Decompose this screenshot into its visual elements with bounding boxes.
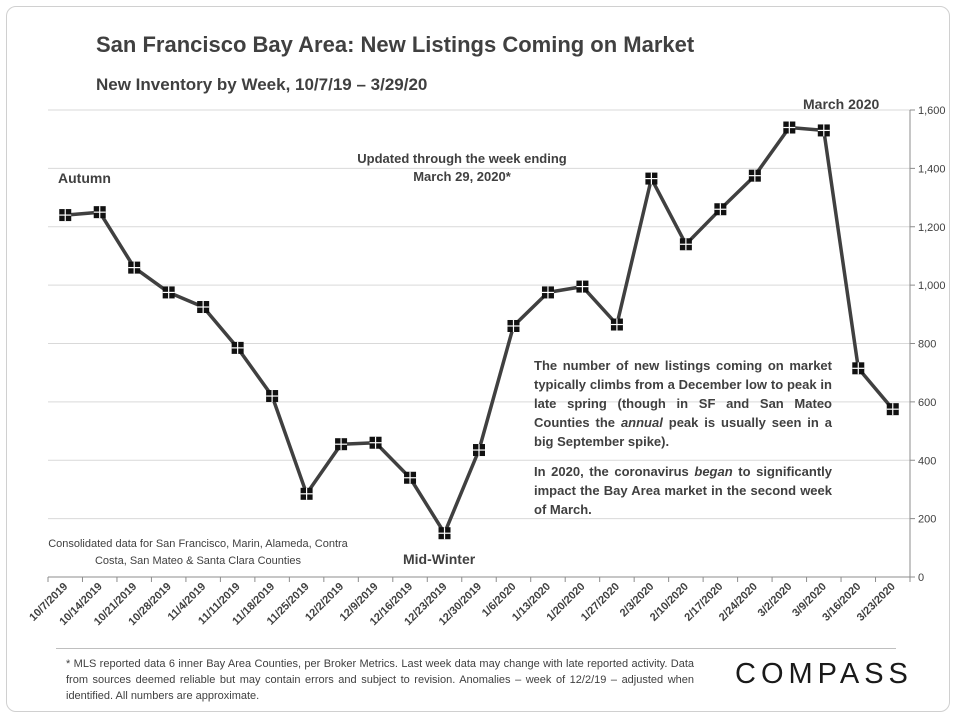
data-point-marker xyxy=(679,238,692,251)
footer-divider xyxy=(56,648,896,649)
y-tick-label: 400 xyxy=(918,455,936,467)
data-point-marker xyxy=(473,444,485,457)
y-tick-label: 1,200 xyxy=(918,222,946,234)
annotation-mid-winter: Mid-Winter xyxy=(403,551,476,567)
y-tick-label: 600 xyxy=(918,397,936,409)
note-emphasis: annual xyxy=(620,415,663,430)
series-markers xyxy=(59,121,899,540)
x-tick-label: 3/2/2020 xyxy=(756,581,795,620)
annotation-seasonal-note: The number of new listings coming on mar… xyxy=(534,356,832,451)
data-point-marker xyxy=(817,124,830,137)
axes xyxy=(47,109,915,582)
data-point-marker xyxy=(404,471,417,484)
note-emphasis: began xyxy=(694,464,733,479)
data-point-marker xyxy=(783,121,796,134)
y-tick-label: 0 xyxy=(918,572,924,584)
data-point-marker xyxy=(197,301,210,314)
data-point-marker xyxy=(507,319,520,332)
footnote: * MLS reported data 6 inner Bay Area Cou… xyxy=(66,658,694,702)
note-text: to significantly impact the Bay Area mar… xyxy=(534,464,832,517)
data-point-marker xyxy=(266,390,279,403)
data-point-marker xyxy=(438,527,451,540)
data-point-marker xyxy=(300,487,313,500)
data-point-marker xyxy=(59,209,72,222)
y-tick-label: 1,600 xyxy=(918,105,946,117)
data-point-marker xyxy=(369,436,382,449)
y-tick-label: 1,000 xyxy=(918,280,946,292)
source-note: Consolidated data for San Francisco, Mar… xyxy=(48,538,348,567)
data-point-marker xyxy=(852,362,865,375)
compass-logo: COMPASS xyxy=(735,658,913,690)
data-point-marker xyxy=(162,286,175,299)
y-tick-label: 1,400 xyxy=(918,163,946,175)
data-point-marker xyxy=(645,172,658,185)
data-point-marker xyxy=(231,341,244,354)
note-text: In 2020, the coronavirus xyxy=(534,464,695,479)
chart-frame xyxy=(6,6,950,712)
annotation-march-2020: March 2020 xyxy=(803,96,880,112)
data-point-marker xyxy=(886,403,899,416)
data-point-marker xyxy=(93,206,106,219)
data-point-marker xyxy=(541,286,554,299)
note-text: The number of new listings coming on mar… xyxy=(534,358,832,430)
gridlines xyxy=(48,109,910,520)
y-tick-label: 200 xyxy=(918,514,936,526)
note-text: peak is usually seen in a big September … xyxy=(534,415,832,449)
annotation-coronavirus-note: In 2020, the coronavirus began to signif… xyxy=(534,462,832,519)
data-point-marker xyxy=(714,203,727,216)
data-point-marker xyxy=(576,280,589,293)
chart-subtitle: New Inventory by Week, 10/7/19 – 3/29/20 xyxy=(96,75,428,94)
annotation-updated: Updated through the week ending March 29… xyxy=(357,151,567,184)
annotation-autumn: Autumn xyxy=(58,170,111,186)
chart-title: San Francisco Bay Area: New Listings Com… xyxy=(96,32,695,57)
data-point-marker xyxy=(748,169,761,182)
data-point-marker xyxy=(610,318,623,331)
data-point-marker xyxy=(335,438,348,451)
y-tick-label: 800 xyxy=(918,339,936,351)
data-point-marker xyxy=(128,261,141,274)
